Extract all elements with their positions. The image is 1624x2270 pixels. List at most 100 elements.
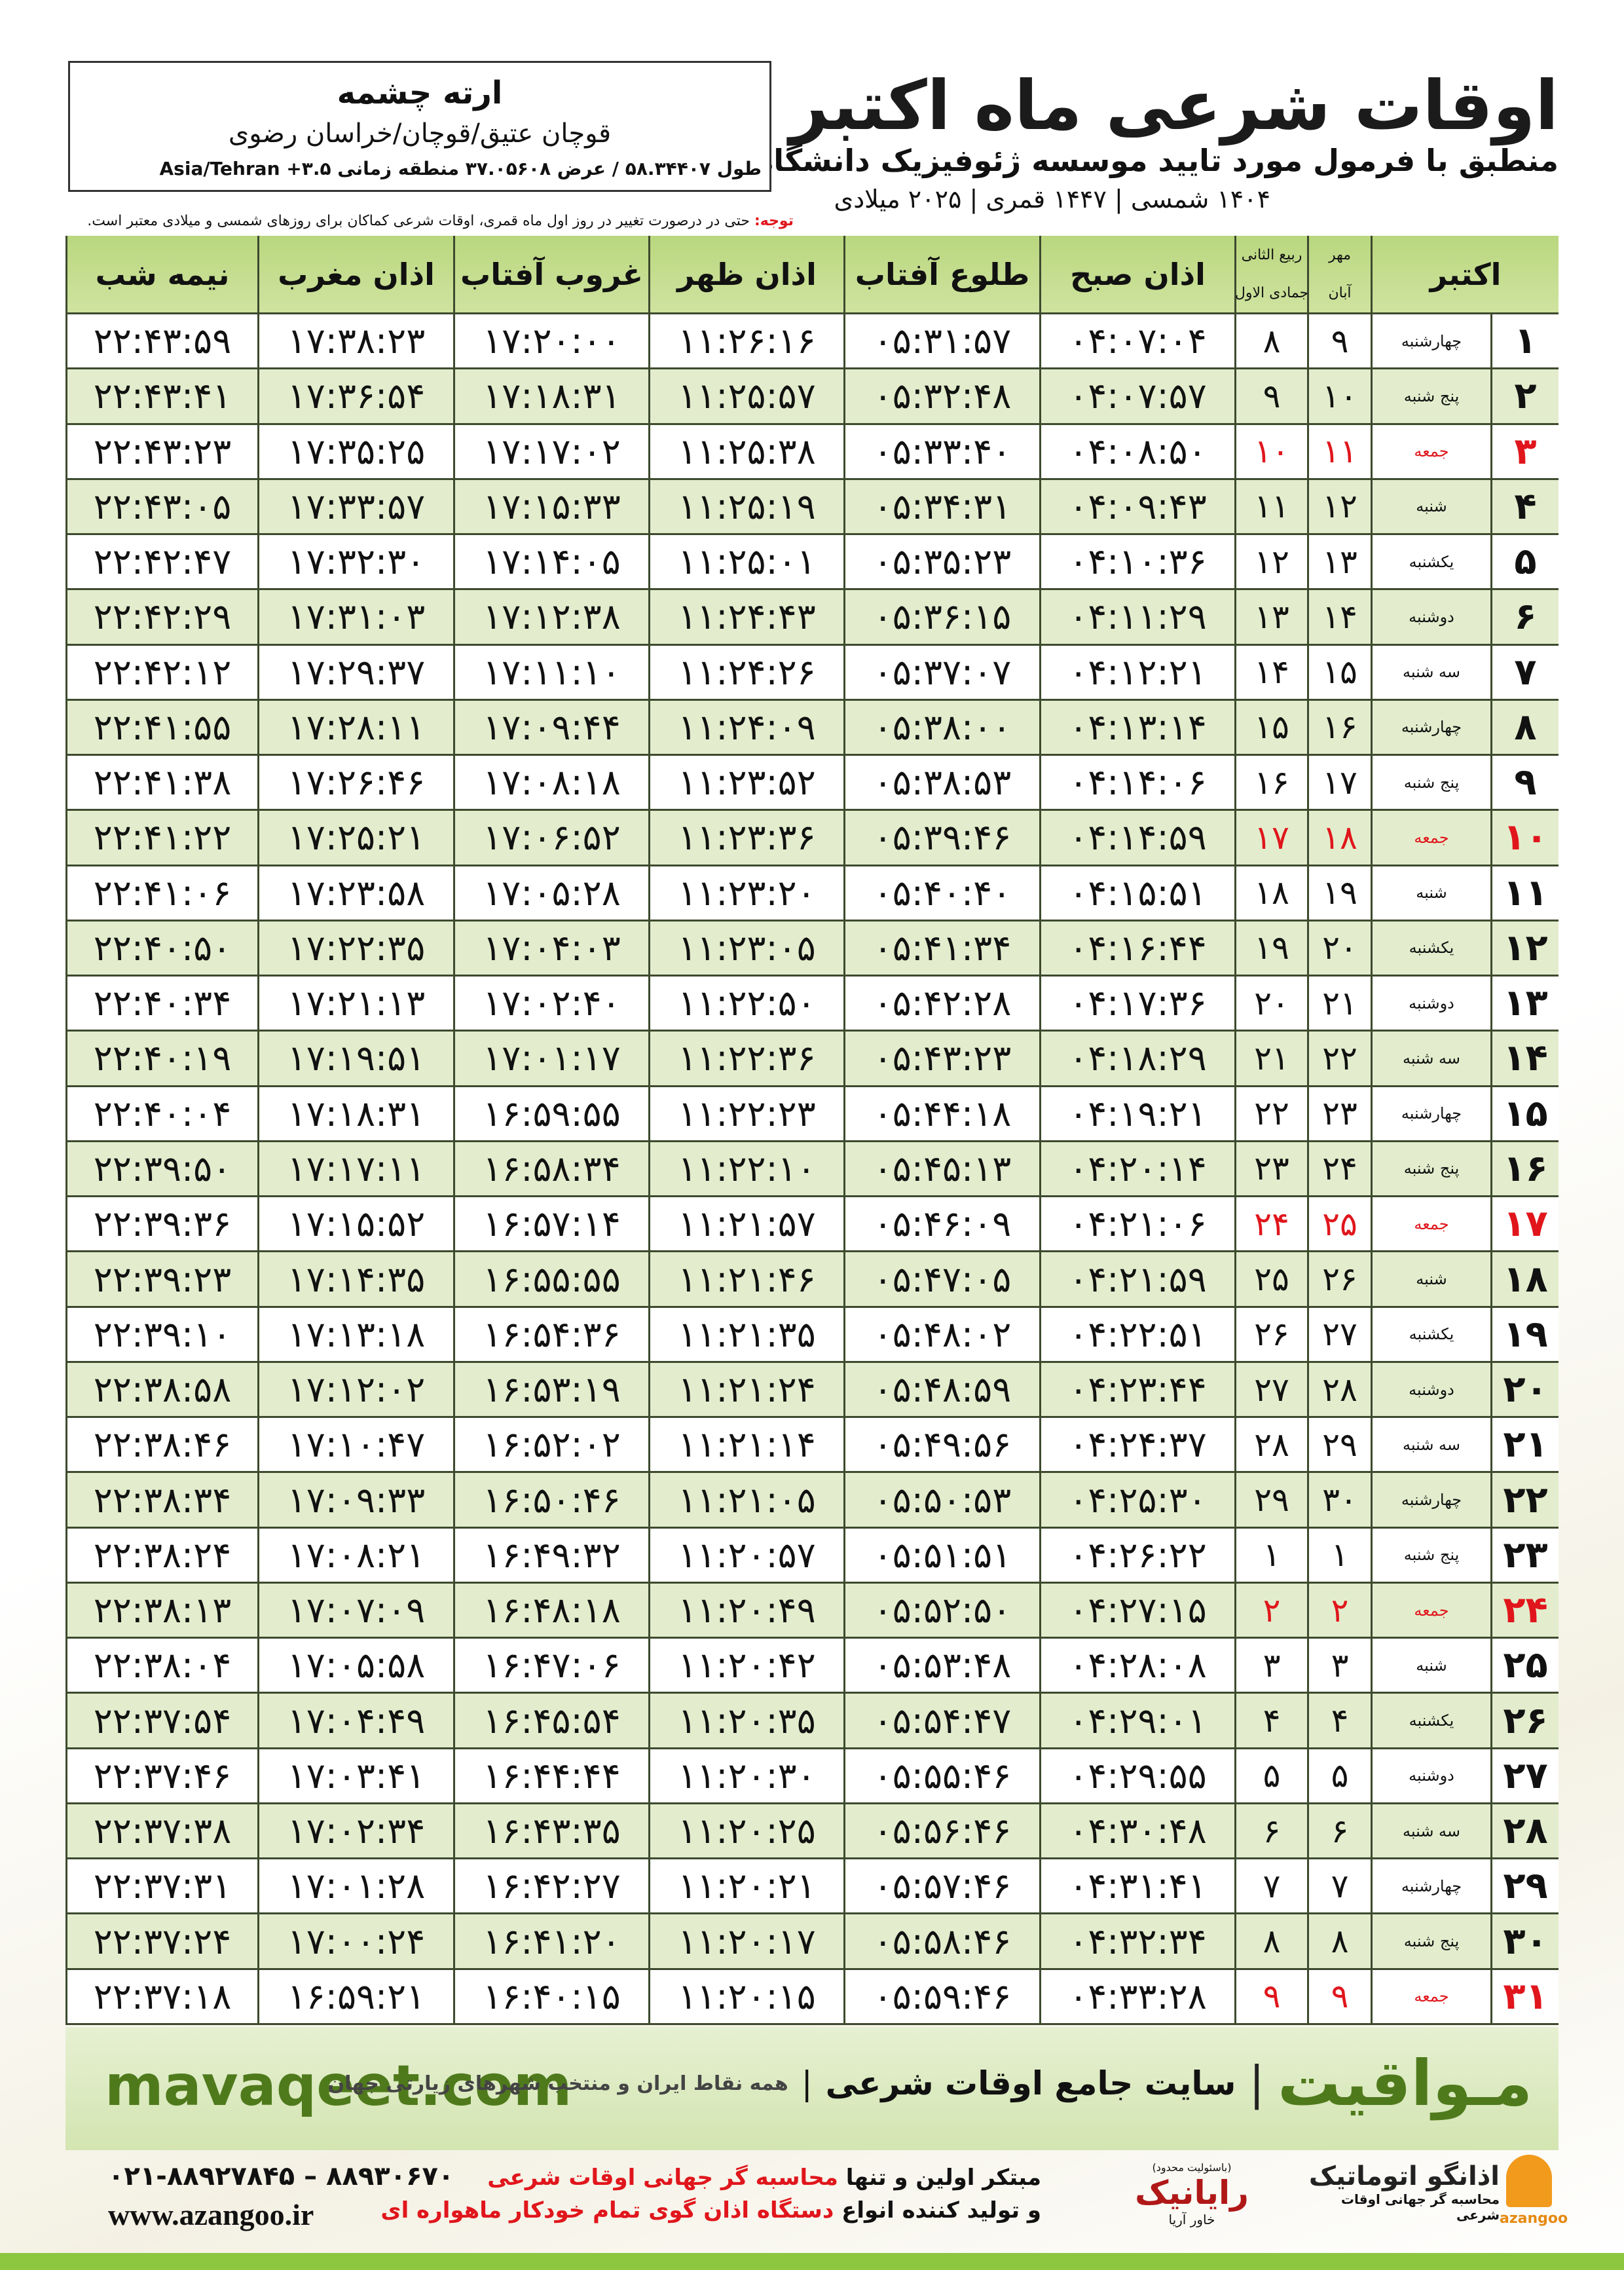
time-cell: ۲۲:۳۷:۱۸ bbox=[65, 1969, 257, 2025]
date-cell: ۲۵ bbox=[1234, 1252, 1307, 1308]
time-cell: ۱۶:۵۹:۲۱ bbox=[257, 1969, 453, 2025]
time-cell: ۰۵:۵۵:۴۶ bbox=[843, 1749, 1039, 1804]
time-cell: ۲۲:۳۹:۱۰ bbox=[65, 1307, 257, 1363]
time-cell: ۱۱:۲۰:۳۰ bbox=[648, 1749, 843, 1804]
time-cell: ۰۵:۴۲:۲۸ bbox=[843, 977, 1039, 1032]
date-cell: ۱ bbox=[1234, 1528, 1307, 1584]
time-cell: ۱۶:۵۲:۰۲ bbox=[453, 1418, 648, 1474]
time-cell: ۰۴:۰۷:۰۴ bbox=[1039, 314, 1234, 370]
day-cell: ۲۵ bbox=[1490, 1639, 1559, 1694]
time-cell: ۱۶:۴۵:۵۴ bbox=[453, 1694, 648, 1749]
time-cell: ۰۵:۵۴:۴۷ bbox=[843, 1694, 1039, 1749]
day-cell: ۵ bbox=[1490, 535, 1559, 591]
time-cell: ۱۷:۰۲:۴۰ bbox=[453, 977, 648, 1032]
day-cell: ۱۰ bbox=[1490, 811, 1559, 866]
date-cell: ۱۴ bbox=[1234, 645, 1307, 701]
time-cell: ۱۷:۳۵:۲۵ bbox=[257, 424, 453, 480]
day-cell: ۶ bbox=[1490, 590, 1559, 646]
header-cell: اذان مغرب bbox=[257, 236, 453, 314]
time-cell: ۱۱:۲۰:۲۱ bbox=[648, 1859, 843, 1915]
day-cell: ۱۹ bbox=[1490, 1307, 1559, 1363]
header-line: ربیع الثانی bbox=[1241, 246, 1302, 263]
note-label: توجه: bbox=[754, 213, 794, 229]
time-cell: ۰۵:۵۷:۴۶ bbox=[843, 1859, 1039, 1915]
time-cell: ۱۱:۲۲:۳۶ bbox=[648, 1032, 843, 1087]
day-cell: ۱۱ bbox=[1490, 866, 1559, 921]
day-cell: ۲۴ bbox=[1490, 1583, 1559, 1639]
weekday-cell: چهارشنبه bbox=[1371, 1087, 1490, 1142]
weekday-cell: پنج شنبه bbox=[1371, 756, 1490, 811]
day-cell: ۳۰ bbox=[1490, 1914, 1559, 1970]
date-cell: ۱۵ bbox=[1234, 700, 1307, 756]
header-cell: اذان صبح bbox=[1039, 236, 1234, 314]
day-cell: ۱۴ bbox=[1490, 1032, 1559, 1087]
date-cell: ۲۳ bbox=[1234, 1142, 1307, 1198]
time-cell: ۲۲:۴۳:۰۵ bbox=[65, 479, 257, 536]
time-cell: ۱۷:۲۳:۵۸ bbox=[257, 866, 453, 921]
time-cell: ۲۲:۴۰:۱۹ bbox=[65, 1032, 257, 1087]
date-cell: ۲ bbox=[1307, 1583, 1371, 1639]
weekday-cell: چهارشنبه bbox=[1371, 314, 1490, 370]
time-cell: ۰۴:۳۲:۳۴ bbox=[1039, 1914, 1234, 1970]
time-cell: ۱۷:۱۴:۰۵ bbox=[453, 535, 648, 591]
company-logo: (باسئولیت محدود) رایانیک خاور آریا bbox=[1113, 2161, 1270, 2227]
time-cell: ۱۷:۰۴:۴۹ bbox=[257, 1694, 453, 1749]
time-cell: ۰۵:۳۲:۴۸ bbox=[843, 369, 1039, 425]
day-cell: ۷ bbox=[1490, 645, 1559, 701]
time-cell: ۱۷:۰۴:۰۳ bbox=[453, 921, 648, 977]
date-cell: ۱۷ bbox=[1234, 811, 1307, 866]
banner-url: mavaqeet.com bbox=[105, 2053, 572, 2119]
time-cell: ۱۱:۲۰:۳۵ bbox=[648, 1694, 843, 1749]
time-cell: ۰۵:۴۴:۱۸ bbox=[843, 1087, 1039, 1142]
divider: | bbox=[801, 2064, 813, 2102]
day-cell: ۲۶ bbox=[1490, 1694, 1559, 1749]
time-cell: ۱۶:۴۳:۳۵ bbox=[453, 1804, 648, 1860]
time-cell: ۱۷:۰۰:۲۴ bbox=[257, 1914, 453, 1970]
date-cell: ۲۸ bbox=[1307, 1362, 1371, 1419]
time-cell: ۲۲:۳۷:۳۸ bbox=[65, 1804, 257, 1860]
date-cell: ۱۴ bbox=[1307, 590, 1371, 646]
time-cell: ۰۴:۱۱:۲۹ bbox=[1039, 590, 1234, 646]
day-cell: ۴ bbox=[1490, 479, 1559, 536]
time-cell: ۰۴:۱۲:۲۱ bbox=[1039, 645, 1234, 701]
time-cell: ۱۶:۴۱:۲۰ bbox=[453, 1914, 648, 1970]
day-cell: ۱۷ bbox=[1490, 1197, 1559, 1253]
time-cell: ۱۷:۰۳:۴۱ bbox=[257, 1749, 453, 1804]
date-cell: ۲ bbox=[1234, 1583, 1307, 1639]
time-cell: ۱۷:۲۲:۳۵ bbox=[257, 921, 453, 977]
time-cell: ۱۷:۱۰:۴۷ bbox=[257, 1418, 453, 1474]
date-cell: ۹ bbox=[1307, 1969, 1371, 2025]
time-cell: ۱۱:۲۲:۵۰ bbox=[648, 977, 843, 1032]
time-cell: ۱۷:۱۵:۵۲ bbox=[257, 1197, 453, 1253]
date-cell: ۳۰ bbox=[1307, 1473, 1371, 1529]
day-cell: ۱ bbox=[1490, 314, 1559, 370]
time-cell: ۱۱:۲۳:۲۰ bbox=[648, 866, 843, 921]
date-cell: ۹ bbox=[1234, 369, 1307, 425]
time-cell: ۰۵:۵۱:۵۱ bbox=[843, 1528, 1039, 1584]
time-cell: ۱۱:۲۰:۵۷ bbox=[648, 1528, 843, 1584]
weekday-cell: پنج شنبه bbox=[1371, 369, 1490, 425]
weekday-cell: شنبه bbox=[1371, 866, 1490, 921]
weekday-cell: جمعه bbox=[1371, 1969, 1490, 2025]
time-cell: ۱۱:۲۴:۰۹ bbox=[648, 700, 843, 756]
time-cell: ۰۴:۳۳:۲۸ bbox=[1039, 1969, 1234, 2025]
weekday-cell: شنبه bbox=[1371, 479, 1490, 536]
time-cell: ۲۲:۴۱:۳۸ bbox=[65, 756, 257, 811]
time-cell: ۱۷:۱۱:۱۰ bbox=[453, 645, 648, 701]
time-cell: ۰۴:۱۹:۲۱ bbox=[1039, 1087, 1234, 1142]
header-cell: اذان ظهر bbox=[648, 236, 843, 314]
banner-coverage: همه نقاط ایران و منتخب شهرهای زیارتی جها… bbox=[327, 2072, 788, 2095]
time-cell: ۲۲:۴۰:۵۰ bbox=[65, 921, 257, 977]
date-cell: ۸ bbox=[1307, 1914, 1371, 1970]
time-cell: ۰۴:۱۵:۵۱ bbox=[1039, 866, 1234, 921]
date-cell: ۱۱ bbox=[1307, 424, 1371, 480]
header-line: مهر bbox=[1328, 246, 1352, 263]
time-cell: ۱۷:۳۱:۰۳ bbox=[257, 590, 453, 646]
date-cell: ۱۳ bbox=[1234, 590, 1307, 646]
date-cell: ۱۲ bbox=[1307, 479, 1371, 536]
time-cell: ۱۱:۲۵:۳۸ bbox=[648, 424, 843, 480]
time-cell: ۱۱:۲۲:۱۰ bbox=[648, 1142, 843, 1198]
weekday-cell: یکشنبه bbox=[1371, 1307, 1490, 1363]
date-cell: ۱۰ bbox=[1307, 369, 1371, 425]
date-cell: ۹ bbox=[1234, 1969, 1307, 2025]
